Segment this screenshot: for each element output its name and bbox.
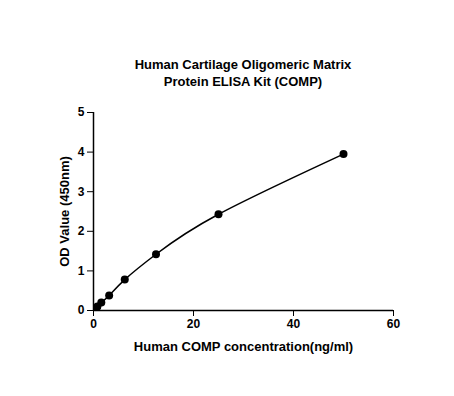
svg-text:3: 3 (78, 185, 85, 199)
svg-text:0: 0 (78, 303, 85, 317)
svg-text:40: 40 (287, 317, 301, 331)
svg-text:0: 0 (90, 317, 97, 331)
svg-text:5: 5 (78, 105, 85, 119)
svg-text:60: 60 (387, 317, 401, 331)
svg-text:2: 2 (78, 224, 85, 238)
svg-text:4: 4 (78, 145, 85, 159)
html-text:Human Cartilage Oligomeric Mat: Human Cartilage Oligomeric Matrix Protei… (134, 57, 352, 89)
svg-text:20: 20 (187, 317, 201, 331)
svg-text:OD Value (450nm): OD Value (450nm) (57, 156, 72, 267)
svg-text:Human COMP concentration(ng/ml: Human COMP concentration(ng/ml) (134, 339, 353, 354)
svg-text:1: 1 (78, 264, 85, 278)
